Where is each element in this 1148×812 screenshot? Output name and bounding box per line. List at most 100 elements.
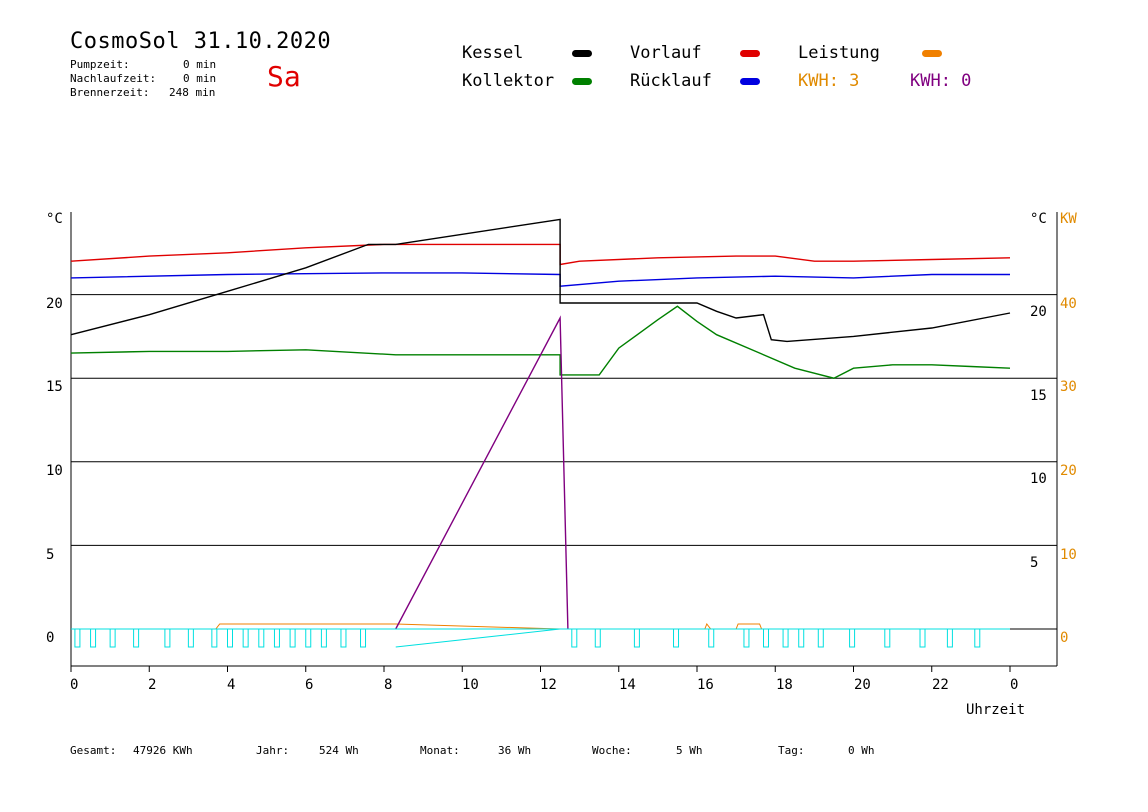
x-tick-22: 22 bbox=[932, 677, 949, 693]
series-pumpe-pulse-19 bbox=[673, 628, 680, 648]
series-pumpe-pulse-0 bbox=[74, 628, 81, 648]
x-tick-18: 18 bbox=[776, 677, 793, 693]
left-tick-20: 20 bbox=[46, 296, 63, 312]
footer-gesamt-label: Gesamt: bbox=[70, 744, 117, 757]
nachlaufzeit-label: Nachlaufzeit: bbox=[70, 72, 157, 85]
series-pumpe-pulse-1 bbox=[90, 628, 97, 648]
series-pumpe-pulse-4 bbox=[164, 628, 171, 648]
series-pumpe-pulse-28 bbox=[919, 628, 926, 648]
series-pumpe-pulse-26 bbox=[849, 628, 856, 648]
pumpzeit-value: 0 min bbox=[183, 58, 217, 71]
x-axis-label: Uhrzeit bbox=[966, 702, 1026, 718]
left-tick-15: 15 bbox=[46, 379, 63, 395]
series-pumpe-pulse-6 bbox=[211, 628, 218, 648]
right-unit-label: °C bbox=[1030, 211, 1047, 227]
legend-vorlauf-swatch bbox=[740, 50, 760, 57]
series-pumpe-pulse-9 bbox=[258, 628, 265, 648]
series-pumpe-pulse-15 bbox=[360, 628, 367, 648]
series-pumpe-pulse-11 bbox=[289, 628, 296, 648]
x-tick-2: 2 bbox=[148, 677, 157, 693]
legend-kessel-swatch bbox=[572, 50, 592, 57]
right-tick-5: 5 bbox=[1030, 555, 1039, 571]
footer-gesamt-value: 47926 KWh bbox=[133, 744, 193, 757]
footer-jahr-label: Jahr: bbox=[256, 744, 290, 757]
series-pumpe-pulse-7 bbox=[227, 628, 233, 648]
series-pumpe-pulse-2 bbox=[109, 628, 116, 648]
series-kessel bbox=[70, 218, 1011, 343]
series-pumpe-pulse-12 bbox=[305, 628, 312, 648]
series-pumpe-pulse-20 bbox=[708, 628, 715, 648]
legend-kollektor-swatch bbox=[572, 78, 592, 85]
right-kw-tick-30: 30 bbox=[1060, 379, 1077, 395]
x-tick-6: 6 bbox=[305, 677, 314, 693]
series-pumpe-pulse-3 bbox=[133, 628, 140, 648]
legend-leistung-swatch bbox=[922, 50, 942, 57]
series-kollektor bbox=[70, 305, 1011, 379]
series-pumpe-pulse-25 bbox=[817, 628, 824, 648]
right-kw-tick-10: 10 bbox=[1060, 547, 1077, 563]
series-pumpe-pulse-13 bbox=[320, 628, 327, 648]
legend-kessel-label: Kessel bbox=[462, 43, 524, 63]
footer-woche-value: 5 Wh bbox=[676, 744, 703, 757]
series-pumpe-pulse-5 bbox=[187, 628, 194, 648]
x-tick-10: 10 bbox=[462, 677, 479, 693]
right-tick-20: 20 bbox=[1030, 304, 1047, 320]
legend-vorlauf-label: Vorlauf bbox=[630, 43, 702, 63]
footer-tag-value: 0 Wh bbox=[848, 744, 875, 757]
footer-tag-label: Tag: bbox=[778, 744, 805, 757]
legend-ruecklauf-label: Rücklauf bbox=[630, 71, 712, 91]
series-pumpe-pulse-23 bbox=[782, 628, 789, 648]
legend-kwh2: KWH: 0 bbox=[910, 71, 972, 91]
brennerzeit-value: 248 min bbox=[169, 86, 216, 99]
x-tick-12: 12 bbox=[540, 677, 557, 693]
x-tick-14: 14 bbox=[619, 677, 636, 693]
right-kw-unit-label: KW bbox=[1060, 211, 1077, 227]
series-pumpe-pulse-10 bbox=[273, 628, 280, 648]
right-kw-tick-40: 40 bbox=[1060, 296, 1077, 312]
footer-jahr-value: 524 Wh bbox=[319, 744, 359, 757]
nachlaufzeit-value: 0 min bbox=[183, 72, 217, 85]
right-tick-10: 10 bbox=[1030, 471, 1047, 487]
series-pumpe-pulse-27 bbox=[884, 628, 891, 648]
series-pumpe-ramp bbox=[395, 628, 561, 648]
left-tick-5: 5 bbox=[46, 547, 55, 563]
series-pumpe-pulse-18 bbox=[633, 628, 640, 648]
left-tick-0: 0 bbox=[46, 630, 55, 646]
series-pumpe-pulse-17 bbox=[594, 628, 601, 648]
x-tick-16: 16 bbox=[697, 677, 714, 693]
legend-ruecklauf-swatch bbox=[740, 78, 760, 85]
x-tick-20: 20 bbox=[854, 677, 871, 693]
legend-leistung-label: Leistung bbox=[798, 43, 880, 63]
series-pumpe-pulse-24 bbox=[798, 628, 805, 648]
pumpzeit-label: Pumpzeit: bbox=[70, 58, 130, 71]
footer-monat-value: 36 Wh bbox=[498, 744, 532, 757]
legend-kwh1: KWH: 3 bbox=[798, 71, 860, 91]
right-kw-tick-0: 0 bbox=[1060, 630, 1069, 646]
series-kwh bbox=[395, 315, 569, 630]
right-kw-tick-20: 20 bbox=[1060, 463, 1077, 479]
page-title: CosmoSol 31.10.2020 bbox=[70, 29, 332, 54]
x-tick-4: 4 bbox=[227, 677, 236, 693]
series-pumpe-pulse-22 bbox=[763, 628, 770, 648]
series-pumpe-pulse-29 bbox=[946, 628, 953, 648]
left-tick-10: 10 bbox=[46, 463, 63, 479]
x-tick-24: 0 bbox=[1010, 677, 1019, 693]
x-tick-8: 8 bbox=[384, 677, 393, 693]
weekday-label: Sa bbox=[267, 60, 301, 93]
series-pumpe-pulse-21 bbox=[743, 628, 750, 648]
series-leistung bbox=[71, 623, 1010, 630]
brennerzeit-label: Brennerzeit: bbox=[70, 86, 150, 99]
series-pumpe-pulse-30 bbox=[974, 628, 981, 648]
series-r-cklauf bbox=[70, 272, 1010, 287]
footer-monat-label: Monat: bbox=[420, 744, 460, 757]
series-pumpe-pulse-14 bbox=[340, 628, 347, 648]
series-pumpe-pulse-8 bbox=[242, 628, 249, 648]
right-tick-15: 15 bbox=[1030, 388, 1047, 404]
left-unit-label: °C bbox=[46, 211, 63, 227]
legend-kollektor-label: Kollektor bbox=[462, 71, 555, 91]
footer-woche-label: Woche: bbox=[592, 744, 632, 757]
series-vorlauf bbox=[70, 243, 1011, 266]
x-tick-0: 0 bbox=[70, 677, 79, 693]
series-pumpe-pulse-16 bbox=[571, 628, 578, 648]
